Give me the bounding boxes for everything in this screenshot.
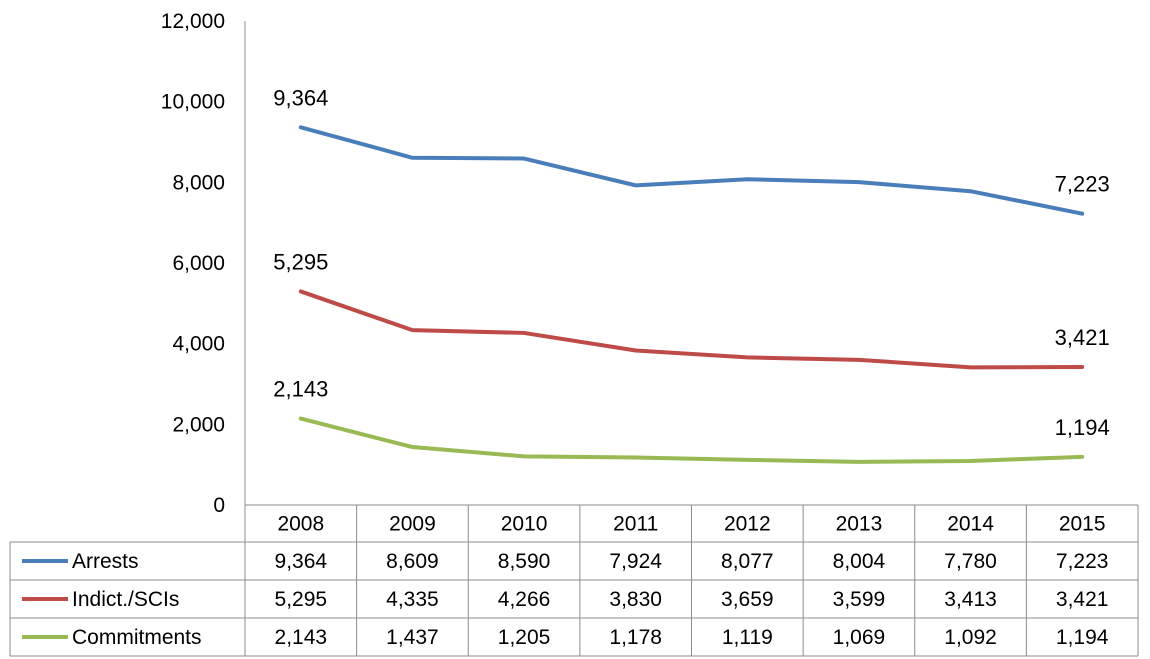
x-category-label: 2009	[389, 513, 436, 536]
table-cell: 4,335	[386, 588, 439, 611]
x-category-label: 2012	[724, 513, 771, 536]
legend-label: Arrests	[72, 550, 139, 573]
y-tick-label: 6,000	[172, 252, 225, 275]
series-line-commitments	[298, 416, 1085, 464]
data-label: 9,364	[273, 85, 328, 110]
y-tick-label: 10,000	[161, 91, 225, 114]
table-cell: 8,077	[721, 550, 774, 573]
x-category-label: 2010	[501, 513, 548, 536]
y-tick-label: 0	[213, 494, 225, 517]
table-cell: 1,205	[498, 626, 551, 649]
data-labels: 9,364 7,223 5,295 3,421 2,143 1,194	[273, 85, 1109, 440]
table-cell: 9,364	[275, 550, 328, 573]
table-cell: 4,266	[498, 588, 551, 611]
table-cell: 3,413	[944, 588, 997, 611]
table-cell: 8,004	[833, 550, 886, 573]
y-tick-label: 8,000	[172, 171, 225, 194]
legend-label: Commitments	[72, 626, 202, 649]
data-label: 3,421	[1055, 325, 1110, 350]
y-tick-label: 12,000	[161, 10, 225, 33]
table-cell: 3,659	[721, 588, 774, 611]
data-label: 2,143	[273, 377, 328, 402]
table-cell: 2,143	[275, 626, 328, 649]
table-cell: 3,599	[833, 588, 886, 611]
series-line-indict-scis	[298, 289, 1085, 370]
y-tick-label: 2,000	[172, 413, 225, 436]
table-cell: 1,069	[833, 626, 886, 649]
table-cell: 3,830	[609, 588, 662, 611]
table-cell: 1,194	[1056, 626, 1109, 649]
data-label: 7,223	[1055, 172, 1110, 197]
data-label: 1,194	[1055, 415, 1110, 440]
x-category-label: 2015	[1059, 513, 1106, 536]
x-category-label: 2014	[947, 513, 994, 536]
series-lines	[298, 125, 1085, 464]
table-cell: 1,119	[722, 626, 773, 649]
table-cell: 8,609	[386, 550, 439, 573]
table-cell: 7,924	[609, 550, 662, 573]
x-category-label: 2011	[613, 513, 658, 536]
table-grid	[9, 504, 1139, 657]
table-cell: 8,590	[498, 550, 551, 573]
table-cell: 1,437	[386, 626, 439, 649]
table-cell: 5,295	[275, 588, 328, 611]
table-cell: 1,178	[609, 626, 662, 649]
table-cell: 7,780	[944, 550, 997, 573]
table-cell: 1,092	[944, 626, 997, 649]
series-line-arrests	[298, 125, 1085, 216]
data-table: 2008 2009 2010 2011 2012 2013 2014 2015 Arrests 9…	[22, 513, 1109, 649]
x-category-label: 2008	[277, 513, 324, 536]
y-tick-label: 4,000	[172, 333, 225, 356]
y-axis: 0 2,000 4,000 6,000 8,000 10,000 12,000	[161, 10, 246, 517]
data-label: 5,295	[273, 249, 328, 274]
table-cell: 3,421	[1056, 588, 1109, 611]
x-category-label: 2013	[836, 513, 883, 536]
table-cell: 7,223	[1056, 550, 1109, 573]
legend-label: Indict./SCIs	[72, 588, 179, 611]
